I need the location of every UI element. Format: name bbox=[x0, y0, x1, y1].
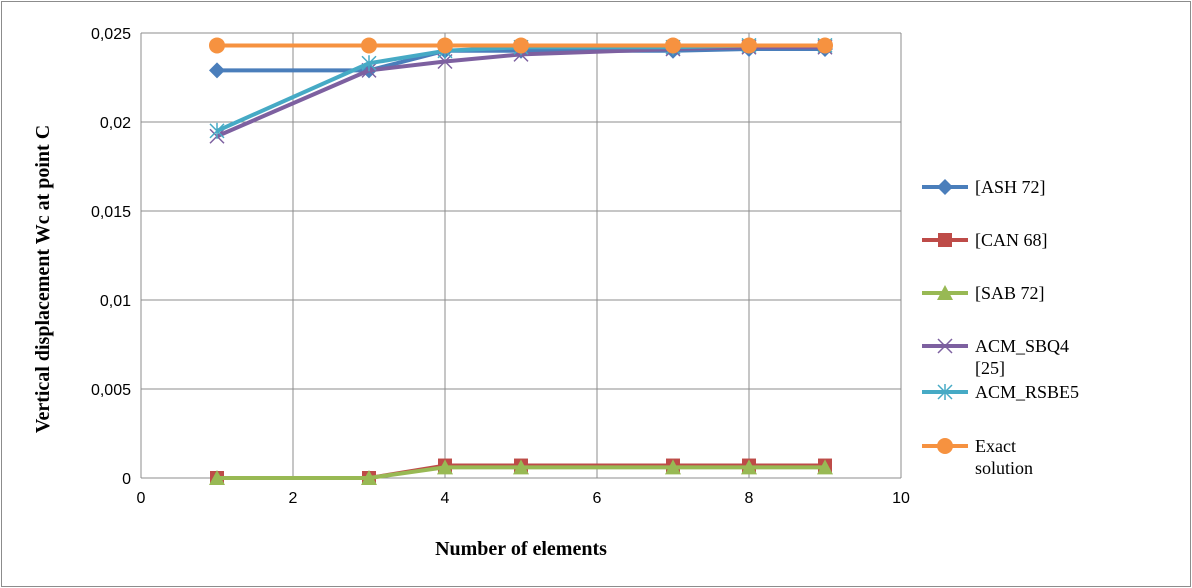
data-point-x bbox=[937, 338, 953, 354]
legend-label: [ASH 72] bbox=[975, 177, 1046, 197]
data-point-star bbox=[361, 55, 377, 72]
series-2 bbox=[209, 459, 833, 485]
y-tick-label: 0,02 bbox=[100, 115, 131, 132]
legend-entry: [SAB 72] bbox=[922, 283, 1045, 303]
legend-entry: ACM_SBQ4 [25] bbox=[922, 336, 1069, 378]
legend-entry: Exact solution bbox=[922, 436, 1033, 478]
data-point-triangle bbox=[209, 470, 225, 485]
data-point-circle bbox=[361, 37, 377, 54]
data-point-circle bbox=[513, 37, 529, 54]
data-point-circle bbox=[209, 37, 225, 54]
data-point-circle bbox=[665, 37, 681, 54]
data-point-star bbox=[937, 384, 953, 400]
series-5 bbox=[209, 37, 833, 54]
y-tick-labels: 0 0,005 0,01 0,015 0,02 0,025 bbox=[91, 26, 131, 488]
data-point-triangle bbox=[513, 459, 529, 475]
y-tick-label: 0 bbox=[122, 471, 131, 488]
y-axis-label: Vertical displacement Wc at point C bbox=[32, 125, 54, 433]
data-point-triangle bbox=[741, 459, 757, 475]
legend: [ASH 72] [CAN 68] [SAB 72] ACM_SBQ4 [25] ACM_… bbox=[922, 177, 1079, 478]
legend-label: ACM_SBQ4 [25] bbox=[975, 336, 1069, 378]
y-tick-label: 0,015 bbox=[91, 204, 131, 221]
x-tick-labels: 0 2 4 6 8 10 bbox=[137, 490, 910, 507]
x-tick-label: 0 bbox=[137, 490, 146, 507]
legend-label: ACM_RSBE5 bbox=[975, 382, 1079, 402]
data-point-triangle bbox=[665, 459, 681, 475]
legend-entry: [CAN 68] bbox=[922, 230, 1048, 250]
data-point-circle bbox=[437, 37, 453, 54]
grid-lines bbox=[140, 32, 902, 479]
legend-label: Exact solution bbox=[975, 436, 1033, 478]
y-tick-label: 0,01 bbox=[100, 293, 131, 310]
legend-label: [SAB 72] bbox=[975, 283, 1045, 303]
x-tick-label: 10 bbox=[892, 490, 910, 507]
data-point-circle bbox=[741, 37, 757, 54]
legend-entry: [ASH 72] bbox=[922, 177, 1046, 197]
data-point-diamond bbox=[937, 179, 953, 195]
legend-label: [CAN 68] bbox=[975, 230, 1048, 250]
data-point-triangle bbox=[817, 459, 833, 475]
x-tick-label: 6 bbox=[593, 490, 602, 507]
data-point-triangle bbox=[937, 285, 953, 300]
y-tick-label: 0,025 bbox=[91, 26, 131, 43]
series-group bbox=[209, 37, 833, 485]
x-tick-label: 8 bbox=[745, 490, 754, 507]
legend-entry: ACM_RSBE5 bbox=[922, 382, 1079, 402]
data-point-triangle bbox=[361, 470, 377, 485]
data-point-circle bbox=[937, 438, 953, 454]
data-point-triangle bbox=[437, 459, 453, 475]
data-point-square bbox=[938, 233, 952, 247]
x-tick-label: 4 bbox=[441, 490, 450, 507]
x-axis-label: Number of elements bbox=[435, 538, 607, 560]
data-point-x bbox=[437, 53, 453, 70]
x-tick-label: 2 bbox=[289, 490, 298, 507]
data-point-diamond bbox=[209, 62, 225, 79]
data-point-circle bbox=[817, 37, 833, 54]
data-point-star bbox=[209, 122, 225, 139]
y-tick-label: 0,005 bbox=[91, 382, 131, 399]
